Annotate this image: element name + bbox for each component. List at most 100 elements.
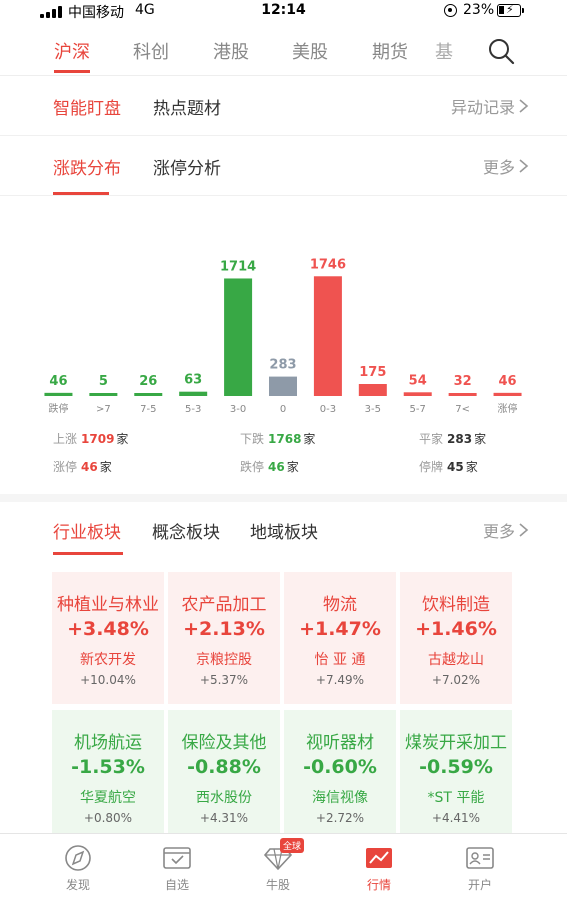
- sector-section-header: 行业板块 概念板块 地域板块 更多: [0, 500, 567, 560]
- bar-3-0: [224, 278, 253, 396]
- tab-hushen[interactable]: 沪深: [42, 38, 102, 73]
- tab-concept-sectors[interactable]: 概念板块: [152, 523, 220, 543]
- sector-name: 视听器材: [306, 733, 374, 753]
- bar-跌停: [44, 392, 73, 396]
- compass-icon: [65, 845, 91, 871]
- bar-value-label: 63: [184, 373, 202, 388]
- nav-label: 自选: [164, 878, 189, 892]
- stat-value: 283: [447, 432, 473, 446]
- active-tab-underline: [53, 192, 109, 195]
- tab-rise-fall-distribution[interactable]: 涨跌分布: [53, 159, 121, 179]
- sector-card[interactable]: 饮料制造 +1.46% 古越龙山 +7.02%: [400, 572, 512, 704]
- leading-stock: *ST 平能: [427, 790, 485, 806]
- leading-stock: 华夏航空: [80, 790, 136, 806]
- bar-value-label: 32: [454, 374, 472, 389]
- tab-smart-monitor[interactable]: 智能盯盘: [53, 99, 121, 119]
- sector-name: 物流: [323, 595, 357, 615]
- category-tick-label: 5-3: [185, 404, 201, 415]
- tab-meigu[interactable]: 美股: [280, 38, 340, 64]
- sector-card[interactable]: 物流 +1.47% 怡 亚 通 +7.49%: [284, 572, 396, 704]
- category-tick-label: 跌停: [48, 402, 68, 415]
- leading-stock: 京粮控股: [196, 652, 252, 668]
- leading-stock-change: +2.72%: [315, 811, 365, 825]
- sector-card[interactable]: 保险及其他 -0.88% 西水股份 +4.31%: [168, 710, 280, 842]
- bar-value-label: 1746: [310, 257, 346, 272]
- leading-stock-change: +5.37%: [199, 673, 249, 687]
- category-tick-label: 7<: [455, 404, 470, 415]
- bar-value-label: 283: [269, 358, 296, 373]
- stat-value: 46: [81, 460, 98, 474]
- stat-label: 上涨: [53, 432, 78, 446]
- stat-unit: 家: [99, 460, 112, 474]
- battery-percent: 23%: [463, 2, 495, 18]
- more-link[interactable]: 更多: [482, 158, 515, 177]
- sector-change: -0.88%: [187, 756, 261, 778]
- search-icon[interactable]: [486, 36, 516, 66]
- leading-stock-change: +4.31%: [199, 811, 249, 825]
- distribution-bar-chart: 46 跌停 5 >7 26 7-5 63 5-3 1714 3-0 283 0 1746 0-3 175 3-…: [44, 257, 522, 415]
- stat-label: 跌停: [240, 460, 265, 474]
- carrier-label: 中国移动: [68, 5, 124, 21]
- sector-name: 种植业与林业: [57, 595, 159, 615]
- stat-label: 下跌: [240, 432, 265, 446]
- sector-change: +2.13%: [183, 618, 265, 640]
- tab-region-sectors[interactable]: 地域板块: [250, 523, 318, 543]
- anomaly-record-link[interactable]: 异动记录: [450, 98, 515, 117]
- rotation-lock-icon: [444, 4, 457, 17]
- nav-market[interactable]: 行情: [349, 840, 409, 896]
- market-stats: 上涨 1709 家 下跌 1768 家 平家 283 家 涨停 46 家 跌停 46 家 停牌 45 家: [0, 424, 567, 484]
- battery-icon: ⚡: [497, 3, 524, 17]
- clock: 12:14: [261, 2, 306, 18]
- leading-stock-change: +7.02%: [431, 673, 481, 687]
- leading-stock: 怡 亚 通: [314, 652, 366, 668]
- more-sectors-link[interactable]: 更多: [482, 522, 515, 541]
- chevron-right-icon: [519, 99, 529, 113]
- category-tick-label: 涨停: [498, 402, 518, 415]
- sector-card[interactable]: 视听器材 -0.60% 海信视像 +2.72%: [284, 710, 396, 842]
- sector-name: 饮料制造: [422, 595, 490, 615]
- stat-flat: 平家 283 家: [419, 430, 486, 447]
- category-tick-label: 5-7: [410, 404, 426, 415]
- tab-label: 科创: [133, 42, 169, 63]
- sector-card[interactable]: 种植业与林业 +3.48% 新农开发 +10.04%: [52, 572, 164, 704]
- leading-stock: 西水股份: [196, 790, 252, 806]
- signal-icon: [40, 6, 62, 18]
- bar-3-5: [358, 384, 387, 396]
- stat-label: 平家: [419, 432, 444, 446]
- rise-fall-chart: 46 跌停 5 >7 26 7-5 63 5-3 1714 3-0 283 0 1746 0-3 175 3-…: [0, 210, 567, 420]
- stat-limit-up: 涨停 46 家: [53, 458, 112, 475]
- sector-change: +3.48%: [67, 618, 149, 640]
- bar-涨停: [493, 392, 522, 396]
- sector-card[interactable]: 煤炭开采加工 -0.59% *ST 平能 +4.41%: [400, 710, 512, 842]
- tab-kechuang[interactable]: 科创: [121, 38, 181, 64]
- stat-value: 45: [447, 460, 464, 474]
- nav-label: 开户: [467, 878, 492, 892]
- sector-card[interactable]: 农产品加工 +2.13% 京粮控股 +5.37%: [168, 572, 280, 704]
- nav-open-account[interactable]: 开户: [450, 840, 510, 896]
- stat-label: 停牌: [419, 460, 444, 474]
- chevron-right-icon: [519, 159, 529, 173]
- bar-value-label: 5: [99, 374, 108, 389]
- chevron-right-icon: [519, 523, 529, 537]
- tab-ganggu[interactable]: 港股: [201, 38, 261, 64]
- bar-5-7: [403, 392, 432, 396]
- tab-hot-topics[interactable]: 热点题材: [153, 99, 221, 119]
- nav-discover[interactable]: 发现: [48, 840, 108, 896]
- tab-jijin[interactable]: 基: [424, 38, 464, 64]
- stat-value: 1768: [268, 432, 302, 446]
- tab-label: 沪深: [54, 42, 90, 63]
- bar-value-label: 175: [359, 365, 386, 380]
- tab-industry-sectors[interactable]: 行业板块: [53, 523, 121, 543]
- bar-value-label: 1714: [220, 259, 256, 274]
- nav-watchlist[interactable]: 自选: [147, 840, 207, 896]
- bar-value-label: 26: [139, 374, 157, 389]
- bar-0-3: [313, 276, 342, 396]
- tab-qihuo[interactable]: 期货: [360, 38, 420, 64]
- tab-limit-up-analysis[interactable]: 涨停分析: [153, 159, 221, 179]
- sector-name: 煤炭开采加工: [405, 733, 507, 753]
- sector-card[interactable]: 机场航运 -1.53% 华夏航空 +0.80%: [52, 710, 164, 842]
- tab-label: 期货: [372, 42, 408, 63]
- stat-limit-down: 跌停 46 家: [240, 458, 299, 475]
- nav-top-stocks[interactable]: 全球 牛股: [248, 838, 308, 896]
